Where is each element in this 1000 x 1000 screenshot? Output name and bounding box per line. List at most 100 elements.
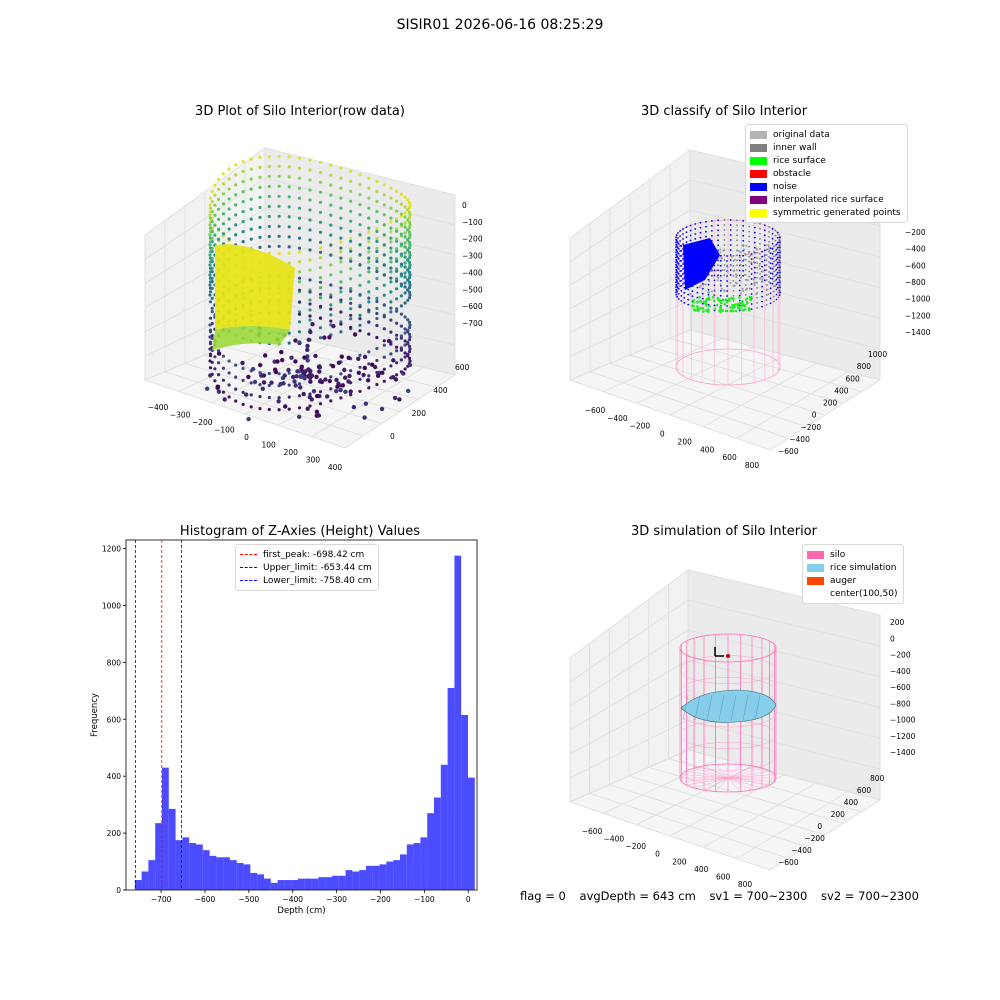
- plot1-point: [318, 200, 323, 204]
- plot1-point: [308, 298, 312, 302]
- plot3-y-tick-label: 400: [844, 798, 859, 807]
- plot2-point: [759, 262, 761, 265]
- plot1-point: [349, 179, 353, 183]
- plot2-point: [729, 244, 732, 246]
- plot2-point: [769, 277, 772, 280]
- plot2-point: [761, 295, 763, 298]
- plot2-point: [679, 265, 681, 267]
- plot2-point: [723, 290, 726, 292]
- plot2-point: [761, 278, 764, 281]
- plot1-point: [382, 355, 386, 359]
- plot1-point: [367, 240, 371, 244]
- plot2-point: [727, 297, 731, 301]
- plot2-point: [717, 229, 719, 232]
- plot2-point: [778, 234, 781, 236]
- plot2-point: [776, 241, 779, 244]
- plot2-point: [774, 249, 777, 252]
- legend-swatch: [807, 590, 824, 598]
- plot1-point: [221, 212, 225, 216]
- plot2-point: [698, 295, 701, 299]
- plot1-point: [395, 287, 399, 291]
- plot1-point: [363, 401, 369, 406]
- plot1-y-tick-label: 600: [455, 363, 470, 372]
- plot1-point: [375, 256, 379, 261]
- plot1-point: [241, 160, 245, 164]
- plot2-z-tick-label: −600: [905, 261, 926, 270]
- plot2-point: [717, 269, 719, 272]
- plot2-point: [723, 254, 726, 256]
- plot2-point: [748, 255, 751, 258]
- plot1-point: [301, 369, 306, 374]
- plot1-point: [308, 218, 312, 222]
- plot1-point: [382, 233, 386, 237]
- plot2-point: [761, 250, 763, 253]
- plot1-point: [399, 348, 403, 352]
- plot1-point: [317, 369, 322, 374]
- plot2-point: [732, 295, 735, 297]
- plot1-point: [395, 257, 399, 261]
- plot1-point: [403, 245, 407, 249]
- plot2-point: [765, 304, 768, 306]
- plot1-point: [395, 259, 399, 263]
- plot2-point: [744, 259, 747, 261]
- plot1-point: [403, 315, 407, 319]
- plot1-point: [227, 197, 231, 201]
- plot3-x-tick-label: 200: [672, 857, 687, 866]
- plot1-point: [258, 362, 263, 368]
- plot1-point: [318, 250, 323, 254]
- plot2-point: [756, 267, 758, 269]
- plot2-point: [729, 269, 732, 271]
- plot1-point: [213, 379, 217, 383]
- plot1-point: [379, 406, 385, 412]
- plot2-point: [732, 255, 735, 257]
- plot1-point: [349, 169, 353, 173]
- plot2-point: [750, 263, 753, 265]
- plot1-point: [403, 339, 407, 343]
- plot1-grid-line: [311, 367, 424, 438]
- plot1-point: [318, 280, 323, 284]
- plot2-point: [775, 243, 778, 246]
- plot1-point: [403, 327, 407, 331]
- plot2-point: [696, 291, 699, 294]
- legend-swatch: [807, 563, 824, 572]
- plot1-point: [375, 249, 379, 254]
- plot1-point: [349, 249, 353, 253]
- plot2-point: [775, 283, 778, 286]
- plot2-point: [778, 269, 781, 271]
- plot2-point: [736, 229, 738, 232]
- plot1-point: [339, 166, 343, 170]
- plot1-point: [287, 165, 291, 169]
- plot1-point: [367, 296, 371, 300]
- plot1-point: [358, 313, 362, 317]
- plot2-point: [723, 303, 726, 306]
- plot2-point: [748, 225, 751, 228]
- plot1-point: [221, 172, 225, 176]
- plot2-point: [675, 276, 677, 279]
- plot1-point: [339, 240, 343, 244]
- plot2-point: [694, 228, 697, 230]
- plot2-point: [773, 265, 775, 268]
- plot2-point: [768, 226, 770, 228]
- plot1-point: [297, 260, 302, 264]
- plot2-point: [769, 257, 772, 260]
- plot1-point: [375, 259, 379, 264]
- plot2-point: [713, 279, 716, 282]
- plot1-point: [358, 293, 362, 297]
- plot2-point: [732, 275, 735, 277]
- plot2-point: [738, 279, 741, 282]
- plot2-point: [773, 270, 775, 273]
- plot2-point: [742, 244, 745, 247]
- plot2-point: [733, 269, 736, 272]
- plot2-point: [774, 229, 777, 232]
- plot2-point: [717, 244, 719, 247]
- plot1-point: [297, 414, 302, 419]
- plot1-point: [403, 351, 407, 355]
- plot2-point: [713, 299, 716, 303]
- plot2-point: [696, 305, 699, 308]
- plot1-point: [367, 260, 371, 264]
- plot1-point: [399, 334, 403, 338]
- plot2-point: [748, 275, 751, 278]
- plot2-point: [698, 286, 701, 289]
- plot2-y-tick-label: −400: [789, 435, 810, 444]
